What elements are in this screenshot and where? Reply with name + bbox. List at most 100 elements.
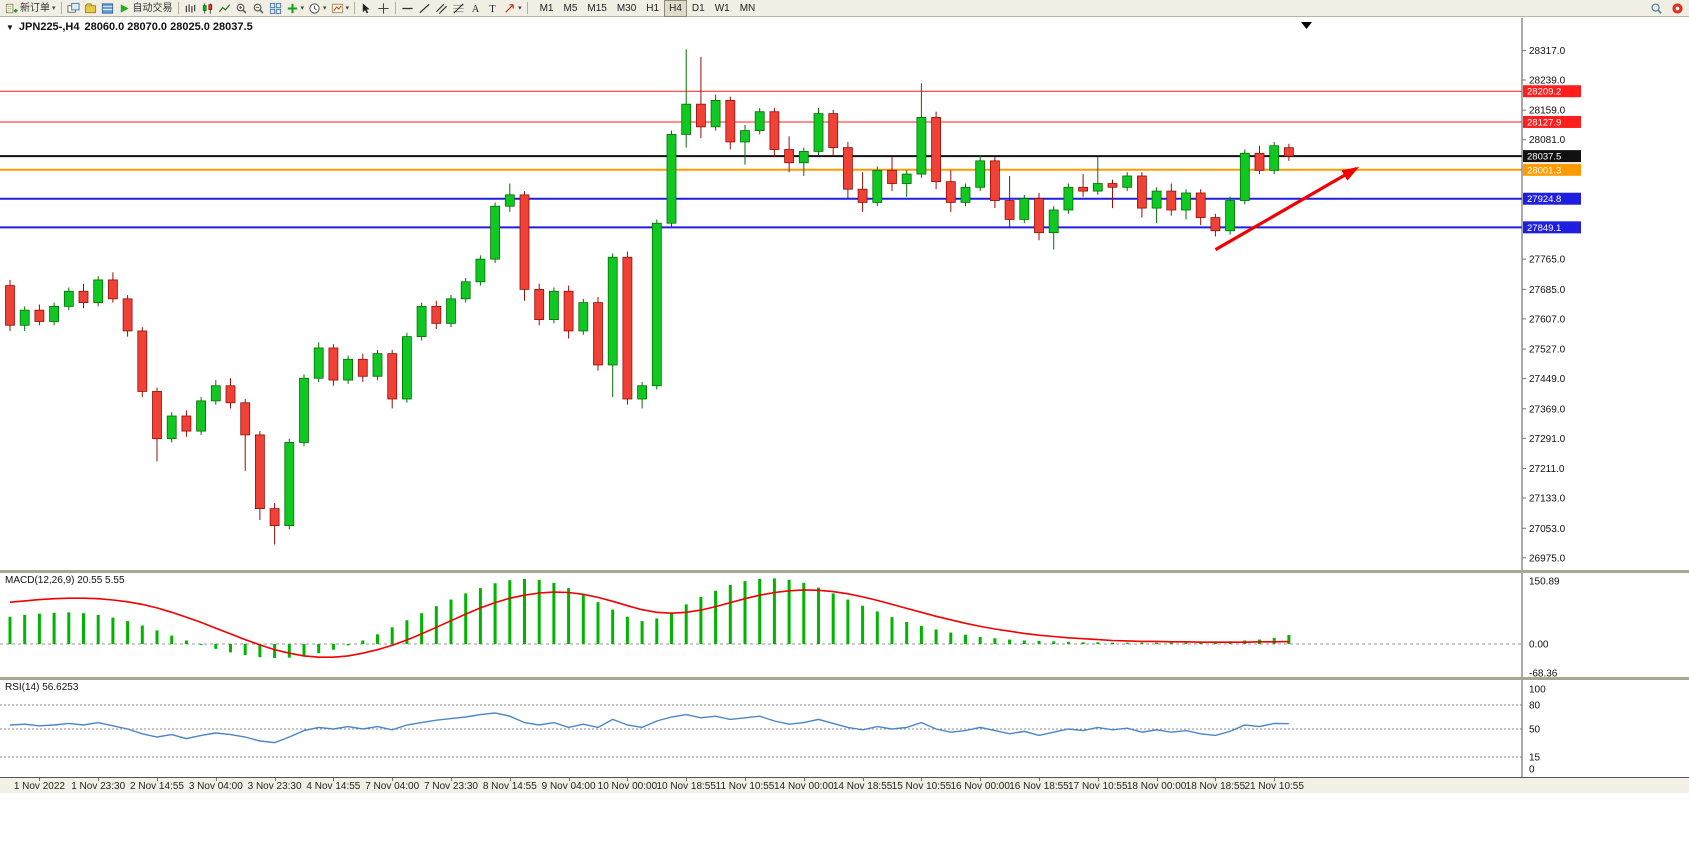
candle-body (945, 181, 956, 203)
timeframe-button-m1[interactable]: M1 (539, 2, 554, 14)
candle-body (857, 188, 868, 203)
candle-body (1107, 183, 1118, 188)
chart-collapse-icon[interactable]: ▼ (6, 22, 14, 32)
candle-body (63, 290, 74, 307)
macd-histogram-bar (846, 599, 850, 644)
time-tick (627, 778, 629, 781)
timeframe-button-h4[interactable]: H4 (664, 0, 687, 17)
search-button[interactable] (1648, 1, 1665, 16)
timeframe-button-m15[interactable]: M15 (587, 2, 607, 14)
price-tick-label: 27211.0 (1529, 464, 1565, 475)
price-tick-label: 27527.0 (1529, 345, 1566, 356)
candle-body (19, 309, 30, 326)
timeframe-button-m30[interactable]: M30 (616, 2, 637, 14)
new-order-label: 新订单 (20, 2, 50, 14)
channel-button[interactable] (433, 1, 450, 16)
profiles-icon (84, 2, 96, 13)
profiles-button[interactable] (82, 1, 99, 16)
autotrade-button[interactable]: 自动交易 (116, 1, 175, 16)
macd-histogram-bar (1199, 642, 1203, 644)
templates-button[interactable]: ▾ (329, 1, 352, 16)
bottom-strip (0, 793, 1689, 859)
tile-windows-icon (269, 2, 281, 14)
charts-button[interactable] (65, 1, 82, 16)
rsi-panel[interactable]: 100 80 50 150 (0, 680, 1689, 777)
candle-body (1048, 209, 1059, 234)
macd-histogram-bar (287, 644, 291, 658)
fibonacci-button[interactable] (450, 1, 467, 16)
candle-body (990, 160, 1000, 201)
trend-arrow-head (1341, 166, 1360, 181)
candle-body (1019, 198, 1030, 220)
chart-ohlc-values: 28060.0 28070.0 28025.0 28037.5 (84, 21, 253, 33)
toolbar-separator (354, 2, 356, 14)
panel-separator[interactable] (0, 570, 1689, 573)
time-tick (98, 778, 100, 781)
text-button[interactable]: A (467, 1, 484, 16)
cursor-button[interactable] (358, 1, 375, 16)
label-button[interactable]: T (484, 1, 501, 16)
macd-panel[interactable]: 150.89 0.00 -68.36 (0, 573, 1689, 677)
candlestick-chart-button[interactable] (199, 1, 216, 16)
periods-button[interactable]: ▾ (306, 1, 329, 16)
time-label: 17 Nov 10:55 (1068, 781, 1128, 792)
price-badge-label: 28037.5 (1527, 152, 1561, 163)
alert-button[interactable] (1669, 1, 1686, 16)
macd-histogram-bar (728, 585, 732, 644)
macd-histogram-bar (331, 644, 335, 650)
time-label: 3 Nov 04:00 (188, 781, 243, 792)
candle-body (578, 302, 589, 332)
time-label: 11 Nov 10:55 (715, 781, 775, 792)
rsi-scale-label: 15 (1529, 753, 1541, 764)
candle-body (196, 400, 207, 432)
timeframe-button-m5[interactable]: M5 (563, 2, 578, 14)
time-label: 4 Nov 14:55 (306, 781, 361, 792)
macd-histogram-bar (214, 644, 218, 649)
macd-histogram-bar (817, 587, 820, 644)
timeframe-button-h1[interactable]: H1 (646, 2, 660, 14)
crosshair-button[interactable] (375, 1, 392, 16)
candle-body (313, 347, 324, 379)
chart-symbol-period: JPN225-,H4 (18, 21, 80, 33)
price-badge-label: 27924.8 (1527, 194, 1561, 205)
price-tick-label: 27053.0 (1529, 524, 1566, 535)
macd-signal-line (9, 589, 1289, 658)
macd-histogram-bar (82, 613, 85, 644)
candle-body (1195, 192, 1206, 218)
line-chart-button[interactable] (216, 1, 233, 16)
candle-body (784, 149, 794, 164)
bar-chart-button[interactable] (182, 1, 199, 16)
candle-body (1210, 217, 1221, 232)
macd-histogram-bar (434, 606, 438, 644)
time-label: 1 Nov 2022 (13, 781, 65, 792)
chevron-down-icon: ▾ (52, 4, 56, 12)
zoom-out-button[interactable] (250, 1, 267, 16)
trendline-button[interactable] (416, 1, 433, 16)
rsi-value: 56.6253 (42, 682, 79, 693)
price-badge-label: 28001.3 (1527, 165, 1561, 176)
main-chart[interactable]: 28317.0 28239.0 28159.0 28081.0 27765.0 27685… (0, 18, 1689, 570)
indicators-button[interactable]: ▾ (284, 1, 307, 16)
timeframe-button-mn[interactable]: MN (739, 2, 756, 14)
candle-body (872, 169, 883, 203)
zoom-in-button[interactable] (233, 1, 250, 16)
horizontal-line-button[interactable] (399, 1, 416, 16)
new-order-button[interactable]: 新订单 ▾ (3, 1, 58, 16)
timeframe-button-w1[interactable]: W1 (714, 2, 730, 14)
panel-separator[interactable] (0, 677, 1689, 680)
candle-body (490, 205, 501, 260)
horizontal-line-icon (402, 7, 413, 9)
candle-body (152, 391, 162, 440)
macd-histogram-bar (655, 618, 659, 644)
candle-body (681, 103, 692, 135)
macd-histogram-bar (772, 578, 776, 644)
tile-windows-button[interactable] (267, 1, 284, 16)
macd-histogram-bar (1111, 642, 1114, 644)
macd-histogram-bar (552, 582, 556, 644)
price-tick-label: 27291.0 (1529, 434, 1566, 445)
timeframe-button-d1[interactable]: D1 (691, 2, 705, 14)
arrows-button[interactable]: ▾ (501, 1, 524, 16)
svg-text:T: T (489, 4, 496, 15)
time-axis[interactable]: 1 Nov 2022 1 Nov 23:30 2 Nov 14:55 3 Nov 04… (0, 777, 1689, 793)
terminal-button[interactable] (99, 1, 116, 16)
